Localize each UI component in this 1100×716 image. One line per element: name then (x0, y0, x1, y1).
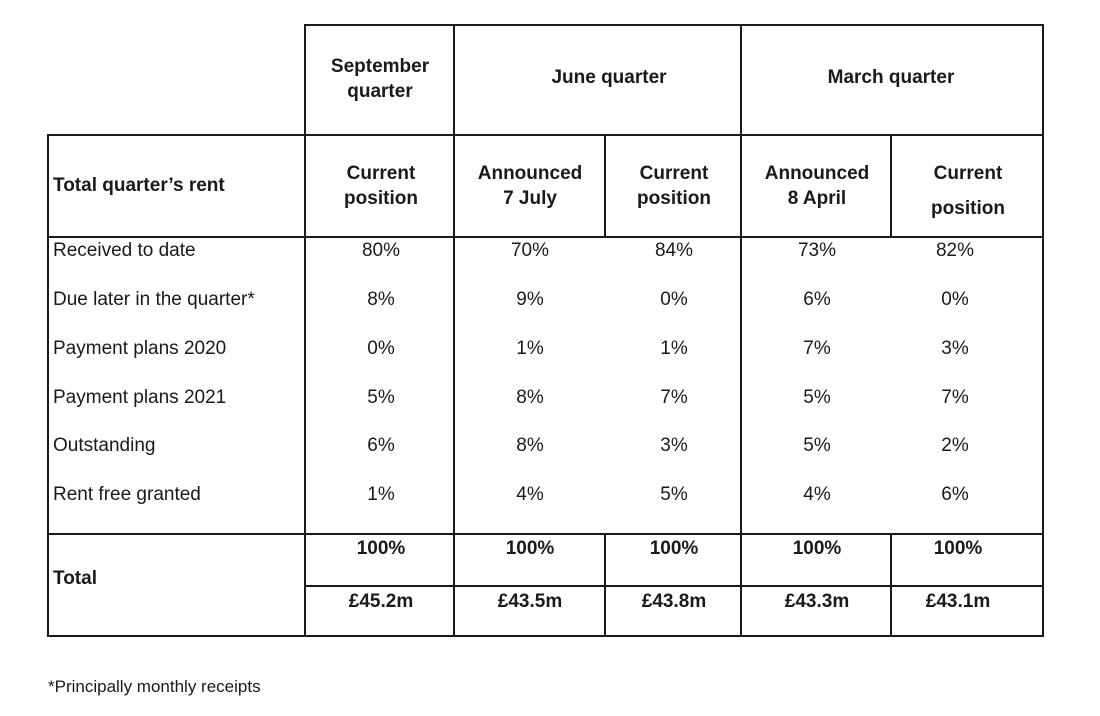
total-percent-cell: 100% (356, 538, 406, 559)
table-cell: 1% (367, 484, 395, 505)
table-border-bottom (47, 635, 1044, 637)
total-percent-cell: 100% (792, 538, 842, 559)
column-divider (304, 24, 306, 637)
table-cell: 1% (516, 338, 544, 359)
total-percent-cell: 100% (933, 538, 983, 559)
table-cell: 7% (941, 387, 969, 408)
table-cell: 6% (367, 435, 395, 456)
table-cell: 5% (660, 484, 688, 505)
table-cell: 5% (803, 435, 831, 456)
row-label: Payment plans 2021 (53, 387, 227, 408)
table-cell: 4% (516, 484, 544, 505)
total-percent-cell: 100% (505, 538, 555, 559)
column-header: Current position (344, 163, 418, 209)
group-header-june: June quarter (551, 67, 667, 88)
table-cell: 6% (803, 289, 831, 310)
table-cell: 73% (797, 240, 837, 261)
column-header: Current position (637, 163, 711, 209)
column-divider (890, 533, 892, 637)
table-cell: 3% (941, 338, 969, 359)
table-cell: 1% (660, 338, 688, 359)
table-cell: 84% (654, 240, 694, 261)
table-cell: 4% (803, 484, 831, 505)
total-inner-divider (304, 585, 1044, 587)
table-cell: 70% (510, 240, 550, 261)
table-cell: 8% (516, 435, 544, 456)
column-header: Announced 8 April (764, 163, 870, 209)
total-amount-cell: £43.5m (497, 591, 563, 612)
column-divider (453, 24, 455, 637)
table-border-right (1042, 24, 1044, 637)
row-label: Due later in the quarter* (53, 289, 255, 310)
row-label: Rent free granted (53, 484, 201, 505)
table-border-top (304, 24, 1044, 26)
row-label: Received to date (53, 240, 196, 261)
row-label: Outstanding (53, 435, 156, 456)
column-divider (890, 134, 892, 238)
column-divider (740, 24, 742, 637)
column-header: Current position (931, 163, 1005, 219)
total-amount-cell: £43.1m (925, 591, 991, 612)
table-cell: 5% (803, 387, 831, 408)
column-divider (604, 134, 606, 238)
table-cell: 6% (941, 484, 969, 505)
group-header-september: September quarter (330, 56, 430, 102)
total-label: Total (53, 568, 97, 589)
table-cell: 7% (803, 338, 831, 359)
table-cell: 0% (941, 289, 969, 310)
table-cell: 9% (516, 289, 544, 310)
table-cell: 0% (367, 338, 395, 359)
table-cell: 5% (367, 387, 395, 408)
table-cell: 7% (660, 387, 688, 408)
row-header-title: Total quarter’s rent (53, 175, 225, 196)
total-amount-cell: £43.8m (641, 591, 707, 612)
table-cell: 3% (660, 435, 688, 456)
group-header-march: March quarter (827, 67, 955, 88)
table-cell: 8% (516, 387, 544, 408)
header-divider (47, 134, 1044, 136)
total-amount-cell: £45.2m (348, 591, 414, 612)
table-cell: 0% (660, 289, 688, 310)
footnote: *Principally monthly receipts (48, 677, 261, 696)
column-divider (604, 533, 606, 637)
table-cell: 82% (935, 240, 975, 261)
row-label: Payment plans 2020 (53, 338, 227, 359)
total-amount-cell: £43.3m (784, 591, 850, 612)
table-cell: 80% (361, 240, 401, 261)
table-cell: 2% (941, 435, 969, 456)
table-cell: 8% (367, 289, 395, 310)
total-percent-cell: 100% (649, 538, 699, 559)
total-divider (47, 533, 1044, 535)
subheader-divider (47, 236, 1044, 238)
column-header: Announced 7 July (477, 163, 583, 209)
table-border-left (47, 134, 49, 637)
